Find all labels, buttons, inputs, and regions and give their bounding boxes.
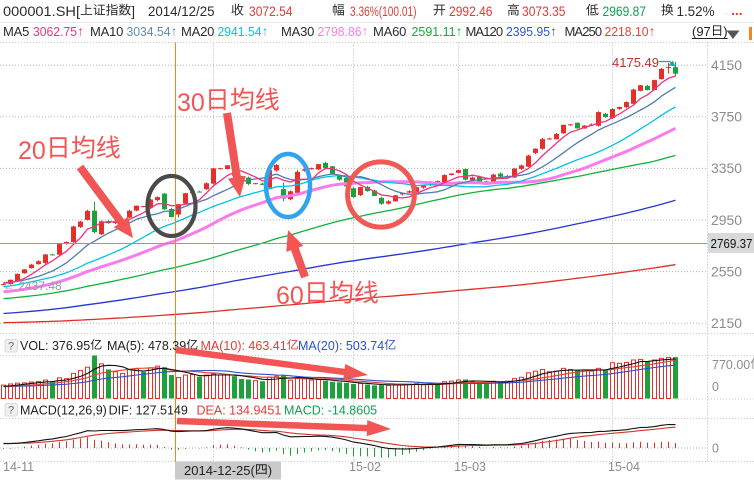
svg-text:↑: ↑ (77, 24, 84, 39)
svg-text:MA(20): 503.74: MA(20): 503.74 (298, 339, 384, 353)
svg-text:← 2437.48: ← 2437.48 (3, 279, 62, 293)
svg-text:2218.10: 2218.10 (605, 24, 649, 39)
svg-text:?: ? (8, 405, 14, 417)
svg-text:3750: 3750 (711, 110, 742, 125)
svg-text:VOL: 376.95: VOL: 376.95 (20, 339, 90, 353)
svg-text:↑: ↑ (550, 24, 557, 39)
svg-text:2992.46: 2992.46 (449, 4, 493, 19)
svg-text:0: 0 (712, 442, 719, 456)
svg-text:2950: 2950 (711, 213, 742, 228)
svg-text:4150: 4150 (711, 58, 742, 73)
svg-text:MA20: MA20 (181, 24, 214, 39)
svg-text:(97: (97 (692, 24, 711, 39)
svg-text:]: ] (131, 4, 135, 19)
svg-text:14-11: 14-11 (3, 460, 34, 474)
svg-text:2769.37: 2769.37 (711, 237, 753, 251)
svg-text:000001.SH[: 000001.SH[ (3, 4, 80, 19)
svg-text:↑: ↑ (362, 24, 369, 39)
svg-text:3350: 3350 (711, 161, 742, 176)
svg-text:MA10: MA10 (90, 24, 123, 39)
svg-text:MA30: MA30 (281, 24, 314, 39)
svg-text:2395.95: 2395.95 (506, 24, 550, 39)
svg-text:MA250: MA250 (565, 24, 602, 39)
svg-text:MA(10): 463.41: MA(10): 463.41 (201, 339, 287, 353)
svg-text:15-04: 15-04 (608, 460, 640, 474)
svg-text:MACD: -14.8605: MACD: -14.8605 (284, 404, 377, 418)
svg-text:15-02: 15-02 (349, 460, 381, 474)
svg-text:2014-12-25(: 2014-12-25( (184, 463, 255, 478)
svg-text:3.36%(100.01): 3.36%(100.01) (350, 4, 417, 19)
svg-text:0: 0 (712, 380, 719, 394)
svg-text:2591.11: 2591.11 (412, 24, 456, 39)
svg-text:1.52%: 1.52% (677, 4, 715, 19)
svg-text:↑: ↑ (262, 24, 269, 39)
svg-text:MACD(12,26,9): MACD(12,26,9) (20, 404, 107, 418)
svg-text:↑: ↑ (171, 24, 178, 39)
svg-text:↑: ↑ (456, 24, 463, 39)
svg-text:2550: 2550 (711, 264, 742, 279)
svg-text:15-03: 15-03 (454, 460, 486, 474)
svg-text:2969.87: 2969.87 (603, 4, 647, 19)
svg-text:30: 30 (177, 89, 205, 117)
svg-text:MA120: MA120 (466, 24, 503, 39)
svg-text:MA60: MA60 (373, 24, 406, 39)
svg-text:2014/12/25: 2014/12/25 (148, 4, 215, 19)
svg-text:): ) (723, 24, 727, 39)
svg-text:MA5: MA5 (3, 24, 29, 39)
svg-text:DEA: 134.9451: DEA: 134.9451 (197, 404, 282, 418)
svg-text:MA(5): 478.39: MA(5): 478.39 (107, 339, 186, 353)
svg-text:...: ... (731, 2, 743, 18)
svg-text:3073.35: 3073.35 (522, 4, 566, 19)
svg-text:770.00: 770.00 (712, 358, 750, 372)
svg-text:3062.75: 3062.75 (33, 24, 77, 39)
svg-text:?: ? (8, 341, 14, 353)
svg-text:2798.86: 2798.86 (318, 24, 362, 39)
svg-text:60: 60 (276, 282, 304, 310)
svg-text:↑: ↑ (649, 24, 656, 39)
svg-text:): ) (268, 463, 272, 478)
svg-text:4175.49: 4175.49 (612, 55, 659, 70)
svg-text:20: 20 (18, 137, 46, 165)
svg-text:2941.54: 2941.54 (218, 24, 262, 39)
svg-text:DIF: 127.5149: DIF: 127.5149 (109, 404, 188, 418)
svg-text:3072.54: 3072.54 (249, 4, 293, 19)
svg-text:2150: 2150 (711, 316, 742, 331)
svg-text:3034.54: 3034.54 (127, 24, 171, 39)
